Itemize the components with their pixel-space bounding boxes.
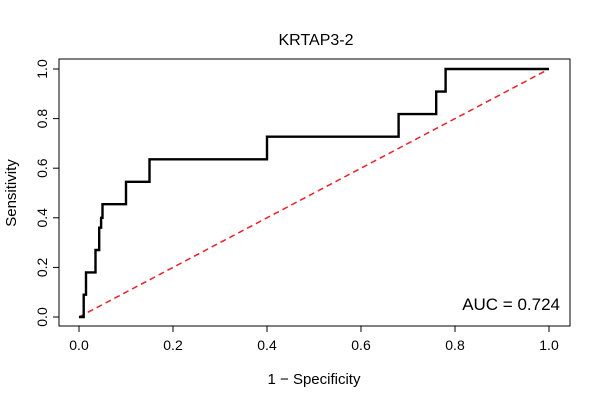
plot-frame xyxy=(58,58,571,327)
y-tick-label: 0.2 xyxy=(34,257,50,277)
x-tick-label: 0.2 xyxy=(163,337,183,353)
x-tick-label: 0.0 xyxy=(69,337,89,353)
x-axis-label: 1 − Specificity xyxy=(268,371,361,388)
y-tick-label: 0.0 xyxy=(34,307,50,327)
x-tick-label: 0.6 xyxy=(351,337,371,353)
plot-series xyxy=(78,67,550,319)
y-tick-label: 0.4 xyxy=(34,208,50,228)
x-tick-label: 1.0 xyxy=(539,337,559,353)
x-tick-label: 0.8 xyxy=(445,337,465,353)
auc-annotation: AUC = 0.724 xyxy=(462,295,560,314)
x-tick-label: 0.4 xyxy=(257,337,277,353)
reference-diagonal-line xyxy=(78,68,550,318)
roc-curve-line xyxy=(79,67,549,319)
y-tick-label: 0.8 xyxy=(34,109,50,129)
y-axis-label: Sensitivity xyxy=(3,159,20,227)
chart-title: KRTAP3-2 xyxy=(279,32,354,49)
y-tick-label: 1.0 xyxy=(34,59,50,79)
y-tick-label: 0.6 xyxy=(34,158,50,178)
